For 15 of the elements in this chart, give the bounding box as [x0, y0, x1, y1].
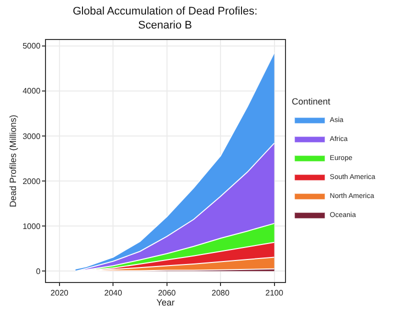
y-tick-label: 1000: [22, 222, 41, 231]
x-tick-label: 2020: [50, 288, 69, 298]
x-tick-label: 2060: [158, 288, 176, 298]
x-axis-title: Year: [156, 298, 175, 308]
y-tick-label: 5000: [22, 42, 41, 51]
y-tick-label: 2000: [22, 176, 41, 186]
y-tick-label: 4000: [22, 86, 41, 96]
y-axis-title: Dead Profiles (Millions): [8, 114, 18, 208]
legend-title: Continent: [292, 96, 331, 107]
x-tick-label: 2040: [104, 288, 123, 298]
y-tick-label: 0: [36, 266, 41, 276]
x-tick-label: 2100: [265, 288, 284, 298]
x-tick-label: 2080: [212, 288, 230, 298]
chart-title: Global Accumulation of Dead Profiles: Scenario B: [72, 5, 258, 32]
y-tick-label: 3000: [22, 132, 41, 141]
